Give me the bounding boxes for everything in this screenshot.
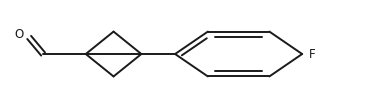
Text: F: F: [309, 48, 316, 60]
Text: O: O: [15, 28, 24, 41]
